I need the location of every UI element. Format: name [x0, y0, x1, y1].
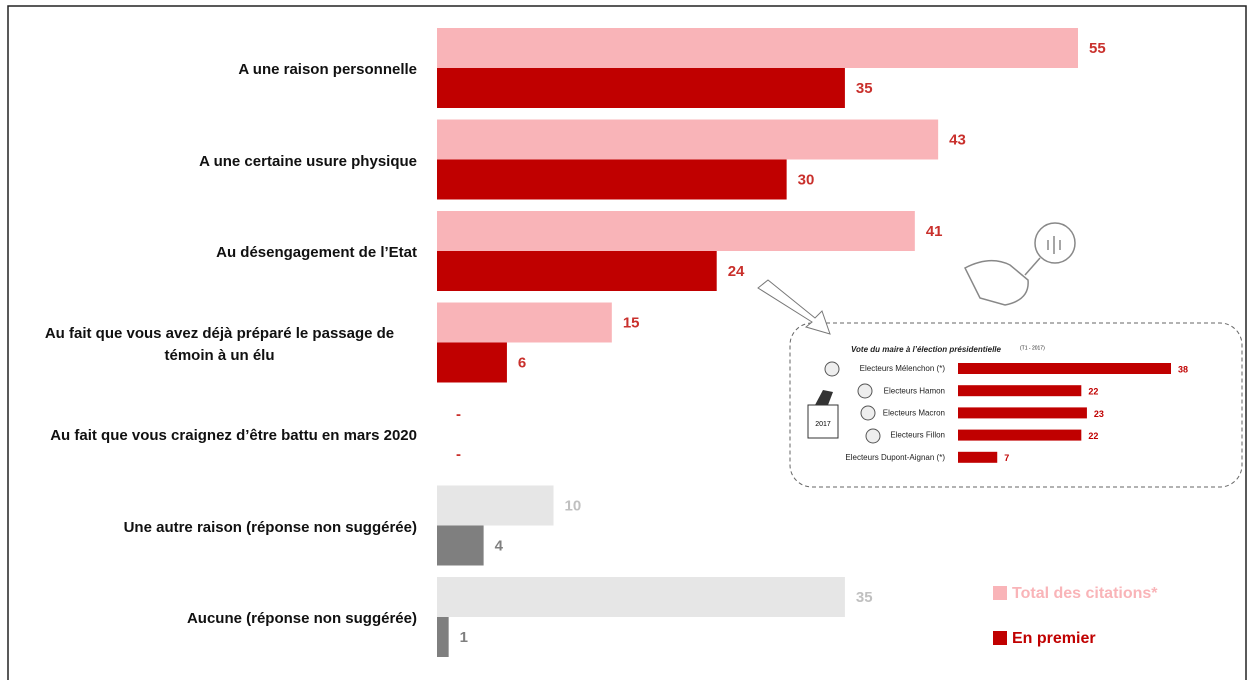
inset-category-label: Electeurs Hamon	[884, 386, 945, 395]
category-label: Aucune (réponse non suggérée)	[186, 610, 417, 627]
category-label-wrap: Au fait que vous craignez d’être battu e…	[50, 425, 417, 447]
value-label: 1	[460, 629, 468, 646]
inset-bar	[958, 363, 1171, 374]
category-label-wrap: Au désengagement de l’Etat	[216, 242, 417, 264]
category-label-wrap: Au fait que vous avez déjà préparé le pa…	[22, 323, 417, 367]
category-label: A une raison personnelle	[238, 61, 417, 78]
category-label: Au fait que vous craignez d’être battu e…	[50, 427, 417, 444]
bar	[437, 28, 1078, 68]
category-label-wrap: A une raison personnelle	[238, 59, 417, 81]
category-label-wrap: A une certaine usure physique	[199, 151, 417, 173]
category-label: Une autre raison (réponse non suggérée)	[123, 518, 417, 536]
category-label: A une certaine usure physique	[199, 152, 417, 170]
legend-swatch	[993, 631, 1007, 645]
bar	[437, 68, 845, 108]
face-icon	[857, 383, 873, 399]
value-label: 55	[1089, 40, 1106, 57]
frame	[7, 5, 1247, 680]
inset-value-label: 22	[1088, 431, 1098, 441]
magnifier-icon	[963, 222, 1076, 306]
bar	[437, 342, 507, 383]
value-label: 35	[856, 80, 873, 97]
ballot-box-label: 2017	[815, 421, 831, 428]
bar	[437, 159, 787, 200]
legend-label: Total des citations*	[1012, 585, 1158, 602]
bar	[437, 485, 554, 526]
bar	[437, 525, 484, 566]
value-label: 10	[565, 497, 582, 514]
face-icon	[824, 361, 840, 377]
legend-swatch	[993, 586, 1007, 600]
inset-value-label: 23	[1094, 409, 1104, 419]
bar	[437, 119, 939, 160]
category-label-wrap: Aucune (réponse non suggérée)	[187, 608, 417, 630]
inset-bar	[958, 407, 1087, 419]
value-label: 15	[623, 314, 640, 331]
value-label: 24	[728, 263, 745, 280]
face-icon	[865, 428, 881, 444]
category-label-wrap: Une autre raison (réponse non suggérée)	[124, 517, 417, 539]
value-label: 35	[856, 589, 873, 606]
value-label: 43	[949, 131, 966, 148]
value-label: 41	[926, 223, 943, 240]
inset-category-label: Electeurs Dupont-Aignan (*)	[845, 453, 945, 462]
bar	[437, 251, 717, 291]
inset-bar	[958, 385, 1082, 397]
category-label: Au fait que vous avez déjà préparé le pa…	[44, 324, 395, 364]
inset-bar	[958, 451, 998, 463]
inset-category-label: Electeurs Fillon	[890, 431, 945, 440]
inset-subtitle: (T1 - 2017)	[1020, 345, 1045, 351]
inset-bar	[958, 429, 1082, 441]
bar	[437, 211, 915, 251]
bar	[437, 617, 449, 657]
arrow	[757, 279, 831, 335]
value-label: -	[456, 446, 461, 463]
face-icon	[860, 405, 876, 421]
inset-category-label: Electeurs Macron	[883, 409, 945, 418]
legend-label: En premier	[1012, 630, 1096, 647]
inset-category-label: Electeurs Mélenchon (*)	[860, 364, 946, 373]
value-label: 6	[518, 354, 526, 371]
ballot-box-icon: 2017	[807, 390, 839, 439]
bar	[437, 577, 845, 617]
category-label: Au désengagement de l’Etat	[216, 244, 417, 261]
value-label: 30	[798, 171, 815, 188]
inset-value-label: 22	[1088, 387, 1098, 397]
value-label: 4	[495, 537, 504, 554]
value-label: -	[456, 406, 461, 423]
inset-value-label: 7	[1004, 453, 1009, 463]
inset-title: Vote du maire à l’élection présidentiell…	[851, 345, 1002, 354]
bar	[437, 302, 612, 343]
inset-value-label: 38	[1178, 364, 1188, 374]
